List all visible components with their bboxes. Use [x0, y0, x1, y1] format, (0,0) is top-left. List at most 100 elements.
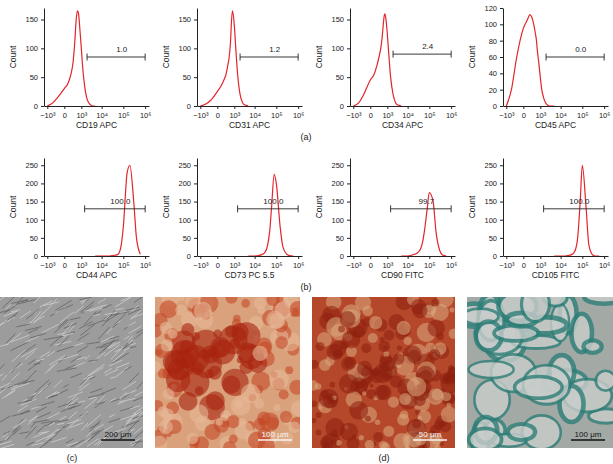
x-axis: −10³010³10⁴10⁵10⁶	[499, 106, 610, 120]
cell-texture	[60, 389, 69, 393]
cell-texture	[68, 403, 78, 406]
cell-texture	[124, 366, 131, 371]
y-tick-label: 120	[484, 4, 497, 13]
stain-texture	[362, 391, 366, 395]
y-tick-mark	[500, 106, 503, 107]
y-axis-line	[44, 159, 45, 257]
cell-texture	[108, 418, 120, 422]
plot-area	[554, 165, 599, 256]
y-tick-label: 150	[331, 15, 344, 24]
cell-texture	[0, 386, 9, 398]
cell-texture	[84, 312, 96, 325]
stain-texture	[318, 406, 322, 410]
x-tick: 10⁴	[555, 106, 567, 120]
cell-texture	[116, 363, 130, 369]
y-tick: 0	[187, 252, 197, 261]
x-tick: 10⁶	[446, 106, 457, 120]
cell-texture	[48, 395, 57, 398]
stain-texture	[432, 389, 444, 401]
stain-texture	[379, 356, 395, 372]
y-tick-mark	[41, 183, 44, 184]
cell-texture	[0, 416, 10, 426]
histogram-panel: −10³010³10⁴10⁵10⁶050100150200250100.0CD7…	[161, 159, 304, 281]
stain-texture	[361, 367, 373, 379]
y-tick: 100	[178, 44, 197, 53]
cell-texture	[57, 368, 77, 371]
stain-texture	[181, 323, 194, 336]
cell-texture	[124, 336, 130, 340]
y-tick-label: 50	[489, 234, 497, 243]
x-axis-title: CD34 APC	[382, 120, 423, 130]
cell-texture	[95, 401, 106, 408]
y-tick-label: 100	[25, 216, 38, 225]
y-tick: 200	[178, 179, 197, 188]
cell-texture	[109, 414, 115, 417]
cell-texture	[31, 406, 41, 409]
cell-texture	[47, 413, 59, 419]
cell-texture	[83, 376, 93, 379]
y-tick-mark	[41, 48, 44, 49]
stain-texture	[362, 305, 373, 316]
cell-texture	[104, 315, 110, 320]
x-tick: 10⁵	[118, 256, 129, 270]
stain-texture	[440, 442, 444, 446]
cell-texture	[123, 343, 128, 349]
x-axis-title: CD44 APC	[76, 270, 117, 280]
cell-texture	[110, 399, 120, 402]
scale-bar-label: 100 μm	[262, 430, 289, 439]
cell-texture	[0, 297, 4, 302]
x-axis-line	[45, 256, 150, 257]
y-tick: 50	[183, 73, 197, 82]
y-tick-mark	[194, 183, 197, 184]
gate-line	[87, 57, 145, 58]
histogram-panel: −10³010³10⁴10⁵10⁶0501001501.2CD31 APCCou…	[161, 9, 304, 131]
stain-texture	[290, 301, 300, 317]
gate-label: 100.0	[263, 197, 284, 206]
cell-texture	[129, 326, 142, 333]
micrograph	[155, 297, 300, 448]
y-tick-label: 50	[336, 73, 344, 82]
x-tick-mark	[370, 256, 371, 259]
x-tick-label: −10³	[346, 261, 362, 270]
plot-area	[95, 165, 140, 256]
stain-texture	[241, 384, 260, 403]
stain-texture	[397, 414, 409, 426]
stain-texture	[225, 325, 237, 337]
gate	[238, 205, 299, 212]
y-tick-label: 100	[484, 20, 497, 29]
y-tick-label: 50	[183, 73, 191, 82]
y-tick: 60	[489, 53, 503, 62]
y-tick: 50	[336, 73, 350, 82]
gate-cap	[604, 205, 605, 212]
stain-texture	[194, 302, 212, 320]
y-tick-label: 150	[484, 197, 497, 206]
x-tick-mark	[298, 106, 299, 109]
x-tick: 0	[63, 256, 67, 270]
y-tick: 150	[331, 197, 350, 206]
cell-texture	[120, 407, 133, 411]
stain-texture	[369, 316, 382, 329]
x-axis-line	[198, 106, 303, 107]
stain-texture	[269, 370, 289, 390]
cell-texture	[113, 351, 126, 362]
y-tick-label: 60	[489, 53, 497, 62]
cell-texture	[105, 312, 118, 314]
gate-line	[85, 208, 146, 209]
x-tick-mark	[451, 256, 452, 259]
stain-texture	[266, 311, 284, 329]
stain-texture	[378, 341, 390, 353]
y-tick-mark	[41, 165, 44, 166]
stain-texture	[312, 360, 319, 369]
cell-texture	[92, 431, 101, 435]
gate-label: 0.0	[575, 45, 587, 54]
cell-texture	[44, 438, 53, 444]
y-tick: 0	[493, 252, 503, 261]
y-tick: 150	[331, 15, 350, 24]
x-tick-label: 0	[63, 261, 67, 270]
x-tick-label: −10³	[193, 111, 209, 120]
x-tick-label: 10⁵	[577, 111, 588, 120]
stain-texture	[179, 392, 198, 411]
stain-texture	[229, 435, 238, 444]
cell-texture	[88, 364, 104, 375]
cell-texture	[67, 401, 72, 405]
